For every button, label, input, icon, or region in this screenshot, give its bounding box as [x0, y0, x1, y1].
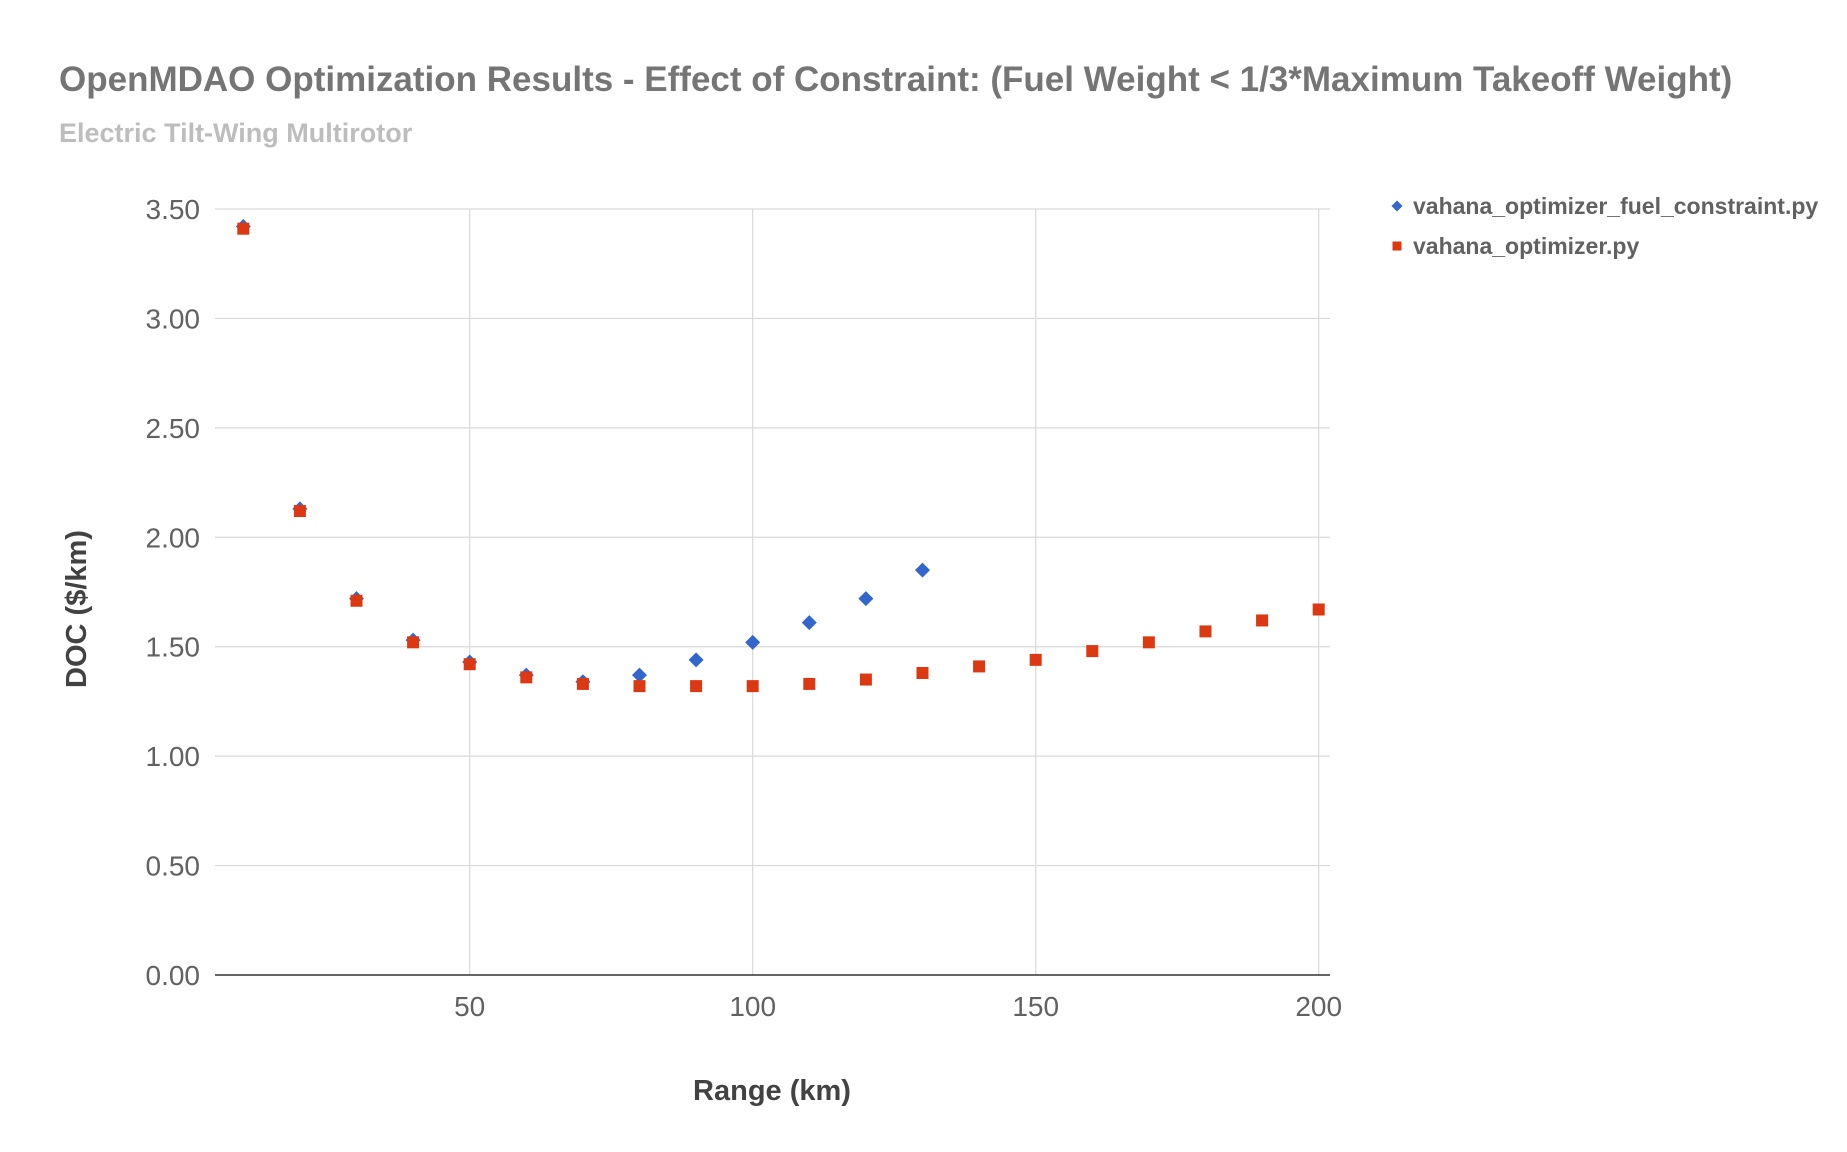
data-point	[1142, 636, 1155, 649]
legend: vahana_optimizer_fuel_constraint.pyvahan…	[1391, 193, 1818, 259]
chart-subtitle: Electric Tilt-Wing Multirotor	[59, 118, 413, 148]
data-point	[520, 671, 533, 684]
data-point	[688, 652, 704, 668]
data-point	[690, 680, 703, 693]
data-point	[745, 634, 761, 650]
series-2	[237, 222, 1325, 693]
x-axis-title: Range (km)	[693, 1075, 851, 1107]
y-tick-label: 0.00	[146, 960, 201, 991]
data-point	[803, 677, 816, 690]
data-point	[293, 505, 306, 518]
data-point	[1256, 614, 1269, 627]
legend-marker	[1392, 241, 1402, 251]
x-tick-label: 50	[454, 991, 485, 1022]
data-point	[1312, 603, 1325, 616]
data-point	[746, 680, 759, 693]
data-point	[858, 591, 874, 607]
y-tick-label: 1.50	[146, 632, 201, 663]
x-tick-label: 200	[1295, 991, 1342, 1022]
y-tick-label: 0.50	[146, 851, 201, 882]
y-tick-label: 3.00	[146, 303, 201, 334]
data-point	[973, 660, 986, 673]
data-point	[633, 680, 646, 693]
data-point	[463, 658, 476, 671]
gridlines	[215, 208, 1330, 975]
series-1	[235, 219, 930, 690]
data-point	[1029, 653, 1042, 666]
data-series	[235, 219, 1325, 693]
axis-ticks: 0.00 0.50 1.00 1.50 2.00 2.50 3.00 3.50 50 100 150…	[146, 194, 1343, 1022]
legend-marker	[1391, 200, 1403, 212]
data-point	[859, 673, 872, 686]
data-point	[801, 615, 817, 631]
x-tick-label: 100	[729, 991, 776, 1022]
data-point	[1199, 625, 1212, 638]
legend-label: vahana_optimizer_fuel_constraint.py	[1413, 193, 1818, 219]
data-point	[1086, 645, 1099, 658]
y-tick-label: 2.00	[146, 522, 201, 553]
data-point	[350, 594, 363, 607]
data-point	[914, 562, 930, 578]
chart-title: OpenMDAO Optimization Results - Effect o…	[59, 60, 1732, 99]
x-tick-label: 150	[1012, 991, 1059, 1022]
data-point	[407, 636, 420, 649]
y-axis-title: DOC ($/km)	[61, 530, 93, 688]
y-tick-label: 1.00	[146, 741, 201, 772]
data-point	[237, 222, 250, 235]
y-tick-label: 3.50	[146, 194, 201, 225]
data-point	[916, 666, 929, 679]
y-tick-label: 2.50	[146, 413, 201, 444]
data-point	[576, 677, 589, 690]
legend-label: vahana_optimizer.py	[1413, 233, 1639, 259]
data-point	[631, 667, 647, 683]
